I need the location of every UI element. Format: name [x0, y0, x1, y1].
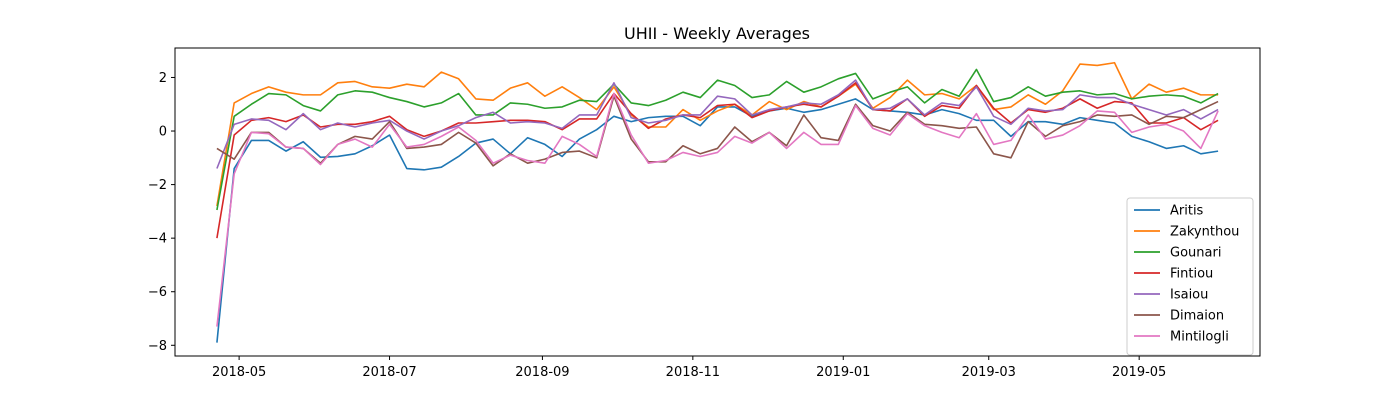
series-line-gounari [216, 68, 1219, 211]
y-tick-label: −2 [148, 178, 167, 193]
x-tick-label: 2018-11 [666, 365, 720, 380]
series-layer [216, 61, 1219, 343]
legend-label-gounari: Gounari [1170, 246, 1221, 261]
y-tick-label: 0 [159, 125, 167, 140]
x-tick-label: 2018-07 [362, 365, 416, 380]
y-tick-label: 2 [159, 71, 167, 86]
x-tick-label: 2019-03 [962, 365, 1016, 380]
legend-label-dimaion: Dimaion [1170, 309, 1224, 324]
x-tick-label: 2019-01 [816, 365, 870, 380]
x-tick-label: 2018-05 [212, 365, 266, 380]
series-line-aritis [216, 98, 1219, 343]
legend-label-isaiou: Isaiou [1170, 288, 1208, 303]
legend-label-mintilogli: Mintilogli [1170, 330, 1229, 345]
legend-label-zakynthou: Zakynthou [1170, 225, 1239, 240]
y-axis: 2 0 −2 −4 −6 −8 [148, 71, 175, 354]
x-tick-label: 2018-09 [515, 365, 569, 380]
chart-title: UHII - Weekly Averages [624, 24, 810, 43]
legend-label-fintiou: Fintiou [1170, 267, 1213, 282]
x-tick-label: 2019-05 [1112, 365, 1166, 380]
y-tick-label: −4 [148, 232, 167, 247]
plot-area-frame [174, 47, 1261, 357]
series-line-mintilogli [216, 92, 1219, 327]
y-tick-label: −6 [148, 285, 167, 300]
series-line-zakynthou [216, 61, 1219, 207]
series-line-dimaion [216, 95, 1219, 167]
series-line-isaiou [216, 79, 1219, 169]
legend-label-aritis: Aritis [1170, 204, 1204, 219]
x-axis: 2018-05 2018-07 2018-09 2018-11 2019-01 2019-… [212, 356, 1166, 380]
y-tick-label: −8 [148, 339, 167, 354]
legend: Aritis Zakynthou Gounari Fintiou Isaiou Dimai… [1126, 197, 1254, 356]
